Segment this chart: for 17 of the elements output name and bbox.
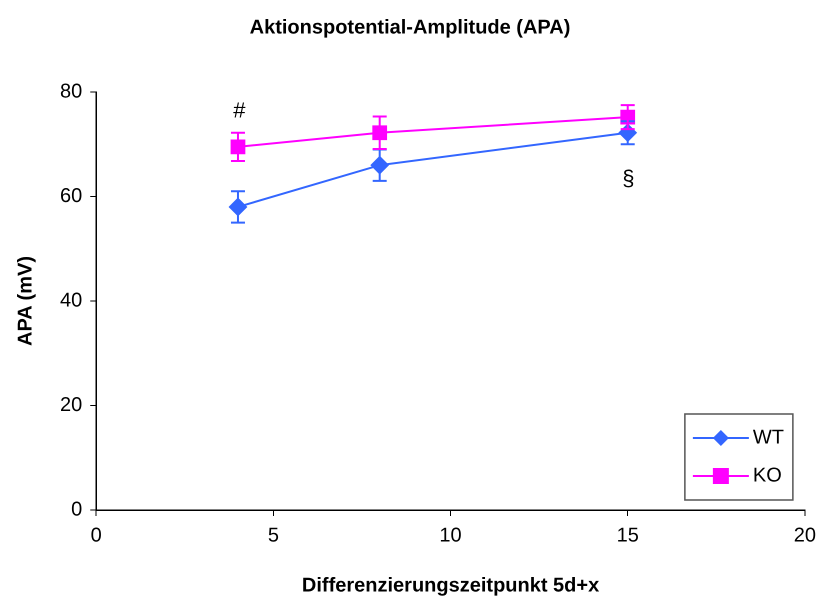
x-tick-label: 5: [268, 524, 279, 547]
y-tick-label: 20: [60, 394, 82, 416]
y-tick-label: 80: [60, 80, 82, 103]
legend-label: KO: [752, 464, 782, 487]
x-tick-label: 10: [439, 524, 462, 547]
annotation: #: [233, 97, 246, 122]
x-tick-label: 20: [794, 524, 816, 547]
x-axis-title: Differenzierungszeitpunkt 5d+x: [302, 574, 600, 597]
y-tick-label: 60: [60, 185, 82, 208]
y-tick-label: 40: [60, 290, 82, 312]
legend-label: WT: [752, 426, 784, 449]
annotation: §: [622, 165, 635, 190]
y-axis-title: APA (mV): [14, 256, 37, 346]
chart-title: Aktionspotential-Amplitude (APA): [250, 16, 570, 39]
x-tick-label: 15: [616, 524, 639, 547]
x-tick-label: 0: [90, 524, 102, 547]
y-tick-label: 0: [71, 498, 82, 521]
